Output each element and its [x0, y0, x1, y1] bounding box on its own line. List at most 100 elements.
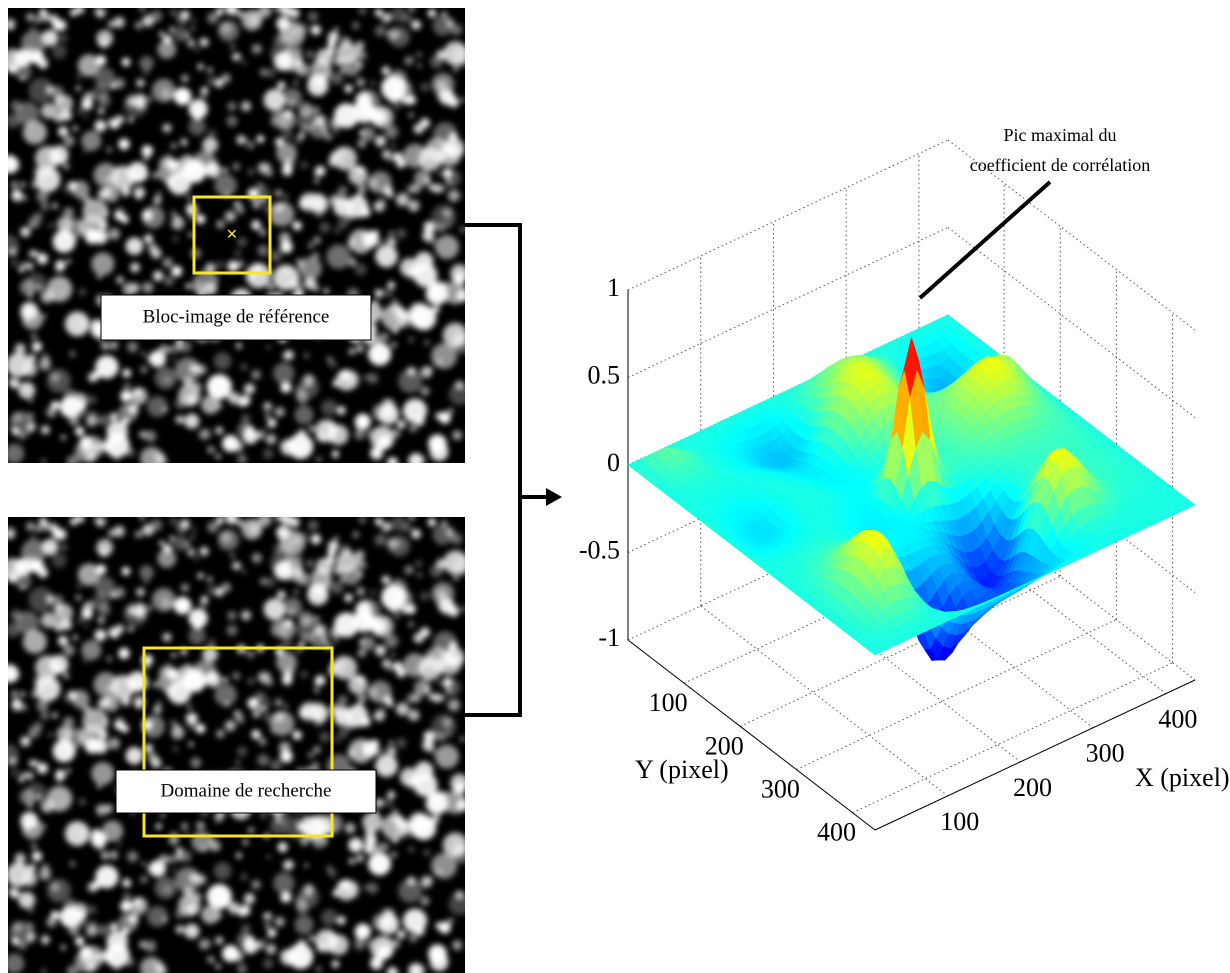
speckle-dot	[382, 659, 391, 668]
speckle-dot	[444, 169, 461, 186]
speckle-dot	[159, 158, 167, 166]
speckle-dot	[185, 283, 191, 289]
speckle-dot	[308, 752, 313, 757]
speckle-dot	[30, 534, 36, 540]
speckle-dot	[215, 402, 222, 409]
speckle-dot	[416, 560, 423, 567]
speckle-dot	[135, 530, 143, 538]
speckle-dot	[270, 818, 287, 835]
speckle-dot	[293, 731, 302, 740]
speckle-dot	[237, 260, 245, 268]
speckle-dot	[94, 163, 119, 188]
speckle-dot	[408, 337, 413, 342]
speckle-dot	[225, 720, 236, 731]
speckle-dot	[283, 351, 292, 360]
speckle-dot	[180, 138, 188, 146]
speckle-dot	[358, 648, 367, 657]
speckle-dot	[190, 535, 195, 540]
speckle-dot	[267, 928, 276, 937]
speckle-dot	[55, 260, 66, 271]
speckle-dot	[294, 589, 299, 594]
speckle-dot	[333, 890, 339, 896]
speckle-dot	[189, 99, 208, 118]
speckle-dot	[374, 710, 385, 721]
speckle-dot	[10, 259, 18, 267]
speckle-dot	[77, 75, 82, 80]
speckle-dot	[94, 672, 119, 697]
speckle-dot	[297, 262, 305, 270]
speckle-dot	[150, 10, 162, 22]
speckle-dot	[437, 359, 442, 364]
speckle-dot	[370, 957, 383, 970]
speckle-dot	[106, 147, 112, 153]
speckle-dot	[306, 559, 314, 567]
speckle-dot	[21, 772, 26, 777]
speckle-dot	[257, 135, 265, 143]
speckle-dot	[377, 136, 381, 140]
speckle-dot	[397, 420, 405, 428]
speckle-dot	[358, 139, 367, 148]
speckle-dot	[143, 154, 150, 161]
speckle-dot	[186, 203, 198, 215]
speckle-dot	[314, 107, 319, 112]
speckle-dot	[42, 539, 58, 555]
speckle-dot	[135, 603, 146, 614]
speckle-dot	[359, 640, 364, 645]
speckle-dot	[304, 863, 309, 868]
speckle-dot	[266, 577, 276, 587]
speckle-dot	[18, 892, 35, 909]
speckle-dot	[31, 690, 39, 698]
speckle-dot	[367, 883, 378, 894]
speckle-dot	[48, 732, 53, 737]
speckle-dot	[201, 846, 206, 851]
speckle-dot	[444, 41, 468, 65]
speckle-dot	[391, 143, 396, 148]
speckle-dot	[304, 277, 316, 289]
speckle-dot	[67, 906, 77, 916]
speckle-dot	[264, 598, 286, 620]
speckle-dot	[244, 893, 255, 904]
speckle-dot	[237, 454, 247, 464]
speckle-dot	[371, 862, 377, 868]
speckle-dot	[52, 712, 58, 718]
speckle-dot	[355, 264, 367, 276]
speckle-dot	[403, 319, 407, 323]
speckle-dot	[7, 888, 13, 894]
speckle-dot	[448, 918, 453, 923]
speckle-dot	[411, 692, 421, 702]
speckle-dot	[409, 5, 415, 11]
speckle-dot	[382, 149, 391, 158]
speckle-dot	[432, 582, 455, 605]
speckle-dot	[21, 195, 28, 202]
speckle-dot	[187, 548, 196, 557]
speckle-dot	[236, 715, 245, 724]
speckle-dot	[427, 288, 431, 292]
speckle-dot	[248, 678, 255, 685]
speckle-dot	[236, 853, 242, 859]
speckle-dot	[435, 745, 459, 769]
speckle-dot	[390, 302, 401, 313]
speckle-dot	[319, 731, 330, 742]
speckle-dot	[427, 798, 431, 802]
speckle-dot	[428, 9, 436, 17]
speckle-dot	[42, 13, 51, 22]
speckle-dot	[55, 20, 66, 31]
speckle-dot	[236, 135, 246, 145]
speckle-dot	[159, 541, 164, 546]
speckle-dot	[91, 252, 114, 275]
speckle-dot	[65, 311, 90, 336]
speckle-dot	[108, 20, 116, 28]
speckle-dot	[312, 762, 320, 770]
speckle-dot	[251, 730, 260, 739]
speckle-dot	[407, 876, 416, 885]
speckle-dot	[150, 519, 162, 531]
speckle-dot	[20, 182, 25, 187]
speckle-dot	[106, 656, 112, 662]
speckle-dot	[167, 856, 173, 862]
speckle-dot	[382, 81, 386, 85]
speckle-dot	[71, 180, 89, 198]
speckle-dot	[452, 430, 462, 440]
speckle-dot	[199, 547, 208, 556]
speckle-dot	[300, 671, 308, 679]
speckle-dot	[29, 250, 36, 257]
